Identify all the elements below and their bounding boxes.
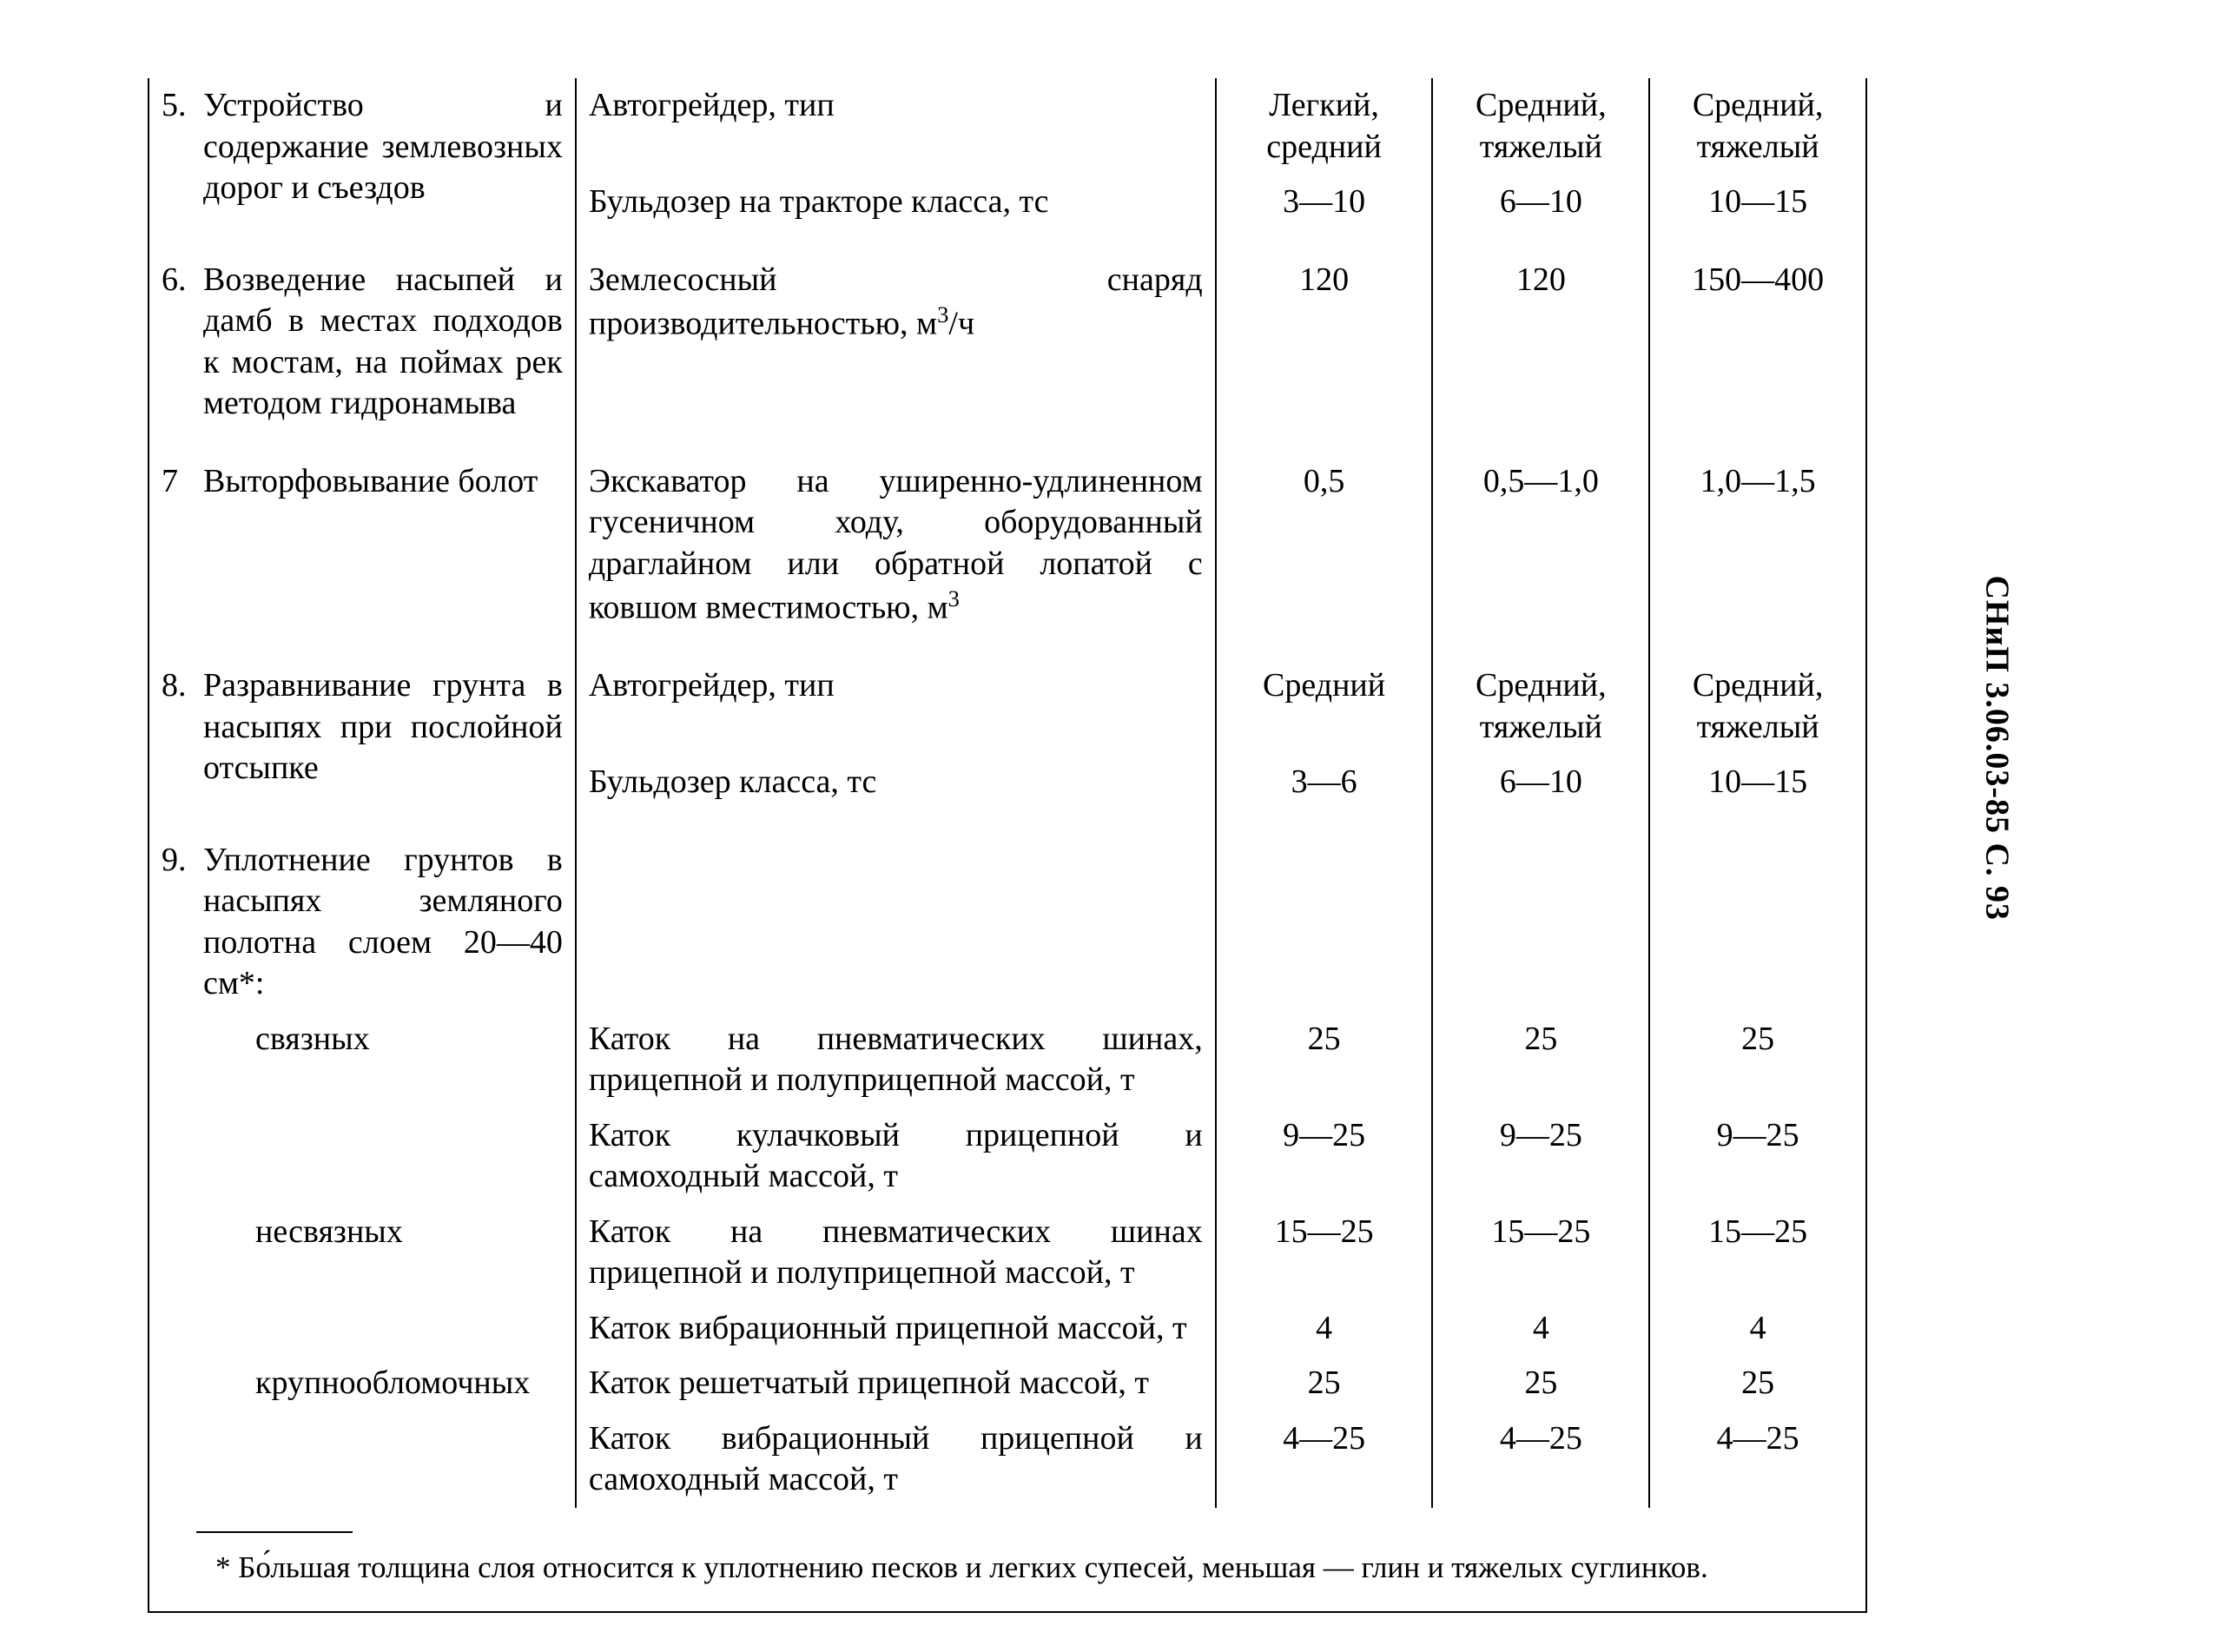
row-number: 8. (162, 665, 203, 790)
footnote-row: * Бо́льшая толщина слоя относится к упло… (149, 1508, 1866, 1612)
machine-cell: Автогрейдер, тип (576, 658, 1216, 755)
machine-cell: Каток на пневматических шинах, прицепной… (576, 1012, 1216, 1108)
value-cell: 120 (1216, 253, 1433, 432)
row-title: Уплотнение грунтов в насыпях земляного п… (203, 840, 563, 1005)
row-number: 7 (162, 461, 203, 503)
value-cell: 0,5 (1216, 454, 1433, 637)
table-row: 7 Выторфовывание болот Экскаватор на уши… (149, 454, 1866, 637)
row-title: Устройство и содержание землевозных доро… (203, 85, 563, 209)
machine-cell: Каток решетчатый прицепной массой, т (576, 1356, 1216, 1411)
table-row: 8. Разравнивание грунта в насыпях при по… (149, 658, 1866, 755)
value-cell: 120 (1432, 253, 1649, 432)
value-cell: 9—25 (1432, 1108, 1649, 1205)
value-cell: 25 (1649, 1012, 1866, 1108)
table-row: связных Каток на пневматических шинах, п… (149, 1012, 1866, 1108)
value-cell: 25 (1216, 1356, 1433, 1411)
machine-cell: Автогрейдер, тип (576, 78, 1216, 175)
machine-cell: Каток кулачковый прицепной и самоходный … (576, 1108, 1216, 1205)
machine-cell: Каток на пневматических шинах прицепной … (576, 1205, 1216, 1301)
row-number: 5. (162, 85, 203, 209)
document-page: СНиП 3.06.03-85 С. 93 5. Устройство и со… (0, 0, 2225, 1652)
table-row: Каток вибрационный прицепной массой, т 4… (149, 1301, 1866, 1357)
row-subtitle: связных (162, 1019, 563, 1061)
machine-cell: Бульдозер класса, тс (576, 755, 1216, 810)
machine-cell: Землесосный снаряд производительностью, … (576, 253, 1216, 432)
value-cell: 25 (1432, 1356, 1649, 1411)
table-row: Каток кулачковый прицепной и самоходный … (149, 1108, 1866, 1205)
spec-table: 5. Устройство и содержание землевозных д… (148, 78, 1867, 1613)
machine-cell: Экскаватор на уширенно-удлиненном гусени… (576, 454, 1216, 637)
value-cell: 6—10 (1432, 175, 1649, 230)
value-cell: 0,5—1,0 (1432, 454, 1649, 637)
value-cell: Средний, тяжелый (1432, 658, 1649, 755)
value-cell: 9—25 (1216, 1108, 1433, 1205)
page-side-label: СНиП 3.06.03-85 С. 93 (1978, 575, 2017, 921)
value-cell: 10—15 (1649, 175, 1866, 230)
row-title: Возведение насыпей и дамб в местах подхо… (203, 260, 563, 425)
row-subtitle: крупнообломочных (162, 1363, 563, 1404)
value-cell: 4—25 (1216, 1411, 1433, 1508)
value-cell: 4—25 (1649, 1411, 1866, 1508)
footnote-text: * Бо́льшая толщина слоя относится к упло… (162, 1549, 1853, 1599)
value-cell: 10—15 (1649, 755, 1866, 810)
row-subtitle: несвязных (162, 1212, 563, 1253)
table-row: 9. Уплотнение грунтов в насыпях земляног… (149, 833, 1866, 1012)
value-cell: 25 (1216, 1012, 1433, 1108)
machine-cell: Каток вибрационный прицепной массой, т (576, 1301, 1216, 1357)
row-number: 6. (162, 260, 203, 425)
value-cell: Средний, тяжелый (1649, 78, 1866, 175)
value-cell: 9—25 (1649, 1108, 1866, 1205)
table-row: 6. Возведение насыпей и дамб в местах по… (149, 253, 1866, 432)
value-cell: 150—400 (1649, 253, 1866, 432)
row-number: 9. (162, 840, 203, 1005)
value-cell: Средний, тяжелый (1432, 78, 1649, 175)
table-row: несвязных Каток на пневматических шинах … (149, 1205, 1866, 1301)
value-cell: 15—25 (1649, 1205, 1866, 1301)
value-cell: 4 (1216, 1301, 1433, 1357)
value-cell: 25 (1649, 1356, 1866, 1411)
value-cell: 4—25 (1432, 1411, 1649, 1508)
value-cell: 1,0—1,5 (1649, 454, 1866, 637)
value-cell: Средний, тяжелый (1649, 658, 1866, 755)
value-cell: 15—25 (1216, 1205, 1433, 1301)
machine-cell: Бульдозер на тракторе класса, тс (576, 175, 1216, 230)
machine-cell: Каток вибрационный прицепной и самоходны… (576, 1411, 1216, 1508)
value-cell: Средний (1216, 658, 1433, 755)
value-cell: 6—10 (1432, 755, 1649, 810)
value-cell: 3—6 (1216, 755, 1433, 810)
row-title: Разравнивание грунта в насыпях при посло… (203, 665, 563, 790)
value-cell: Легкий, средний (1216, 78, 1433, 175)
footnote-rule (196, 1531, 353, 1533)
table-row: Каток вибрационный прицепной и самоходны… (149, 1411, 1866, 1508)
table-row: крупнообломочных Каток решетчатый прицеп… (149, 1356, 1866, 1411)
value-cell: 15—25 (1432, 1205, 1649, 1301)
table-row: 5. Устройство и содержание землевозных д… (149, 78, 1866, 175)
value-cell: 4 (1432, 1301, 1649, 1357)
value-cell: 4 (1649, 1301, 1866, 1357)
row-title: Выторфовывание болот (203, 461, 563, 503)
value-cell: 3—10 (1216, 175, 1433, 230)
value-cell: 25 (1432, 1012, 1649, 1108)
